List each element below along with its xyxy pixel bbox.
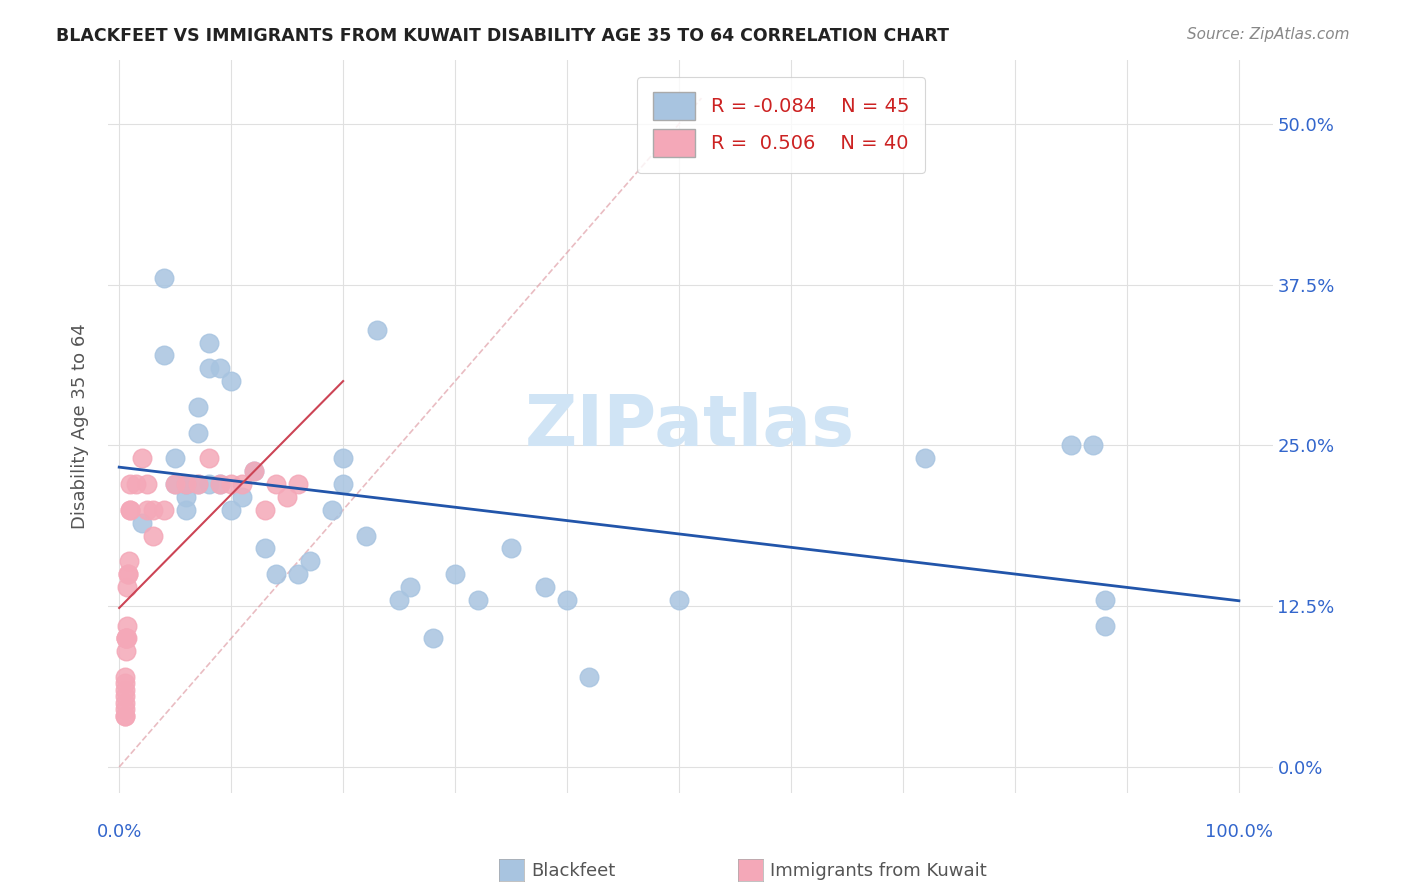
Point xyxy=(332,477,354,491)
Point xyxy=(115,644,138,658)
Point xyxy=(253,503,276,517)
Point xyxy=(136,477,159,491)
Point xyxy=(120,477,142,491)
Point xyxy=(219,477,242,491)
Point xyxy=(208,477,231,491)
Point xyxy=(115,632,138,646)
Point xyxy=(176,477,198,491)
Point xyxy=(501,541,523,556)
Point xyxy=(120,503,142,517)
Point xyxy=(131,516,153,530)
Point xyxy=(115,632,138,646)
Point xyxy=(287,477,309,491)
Point xyxy=(219,374,242,388)
Point xyxy=(231,490,253,504)
Text: Source: ZipAtlas.com: Source: ZipAtlas.com xyxy=(1187,27,1350,42)
Text: 0.0%: 0.0% xyxy=(97,823,142,841)
Point xyxy=(187,425,209,440)
Point xyxy=(208,477,231,491)
Point xyxy=(197,477,219,491)
Point xyxy=(115,580,138,594)
Point xyxy=(153,271,176,285)
Point xyxy=(187,477,209,491)
Text: 100.0%: 100.0% xyxy=(1205,823,1272,841)
Y-axis label: Disability Age 35 to 64: Disability Age 35 to 64 xyxy=(72,323,89,529)
Point xyxy=(242,464,264,478)
Text: Blackfeet: Blackfeet xyxy=(531,862,616,880)
Point xyxy=(136,503,159,517)
Point xyxy=(114,670,136,684)
Point xyxy=(354,528,377,542)
Point xyxy=(914,451,936,466)
Point xyxy=(117,567,139,582)
Point xyxy=(114,708,136,723)
Point xyxy=(208,361,231,376)
Text: BLACKFEET VS IMMIGRANTS FROM KUWAIT DISABILITY AGE 35 TO 64 CORRELATION CHART: BLACKFEET VS IMMIGRANTS FROM KUWAIT DISA… xyxy=(56,27,949,45)
Point xyxy=(242,464,264,478)
Point xyxy=(153,503,176,517)
Point xyxy=(176,503,198,517)
Point xyxy=(264,567,287,582)
Point xyxy=(125,477,148,491)
Point xyxy=(253,541,276,556)
Point xyxy=(142,528,165,542)
Point xyxy=(117,567,139,582)
Text: Immigrants from Kuwait: Immigrants from Kuwait xyxy=(770,862,987,880)
Point xyxy=(276,490,298,504)
Text: ZIPatlas: ZIPatlas xyxy=(526,392,855,460)
Point xyxy=(231,477,253,491)
Point xyxy=(165,477,187,491)
Point xyxy=(187,400,209,414)
Point xyxy=(187,477,209,491)
Point xyxy=(1060,438,1083,452)
Point xyxy=(176,477,198,491)
Point xyxy=(165,451,187,466)
Point xyxy=(115,618,138,632)
Point xyxy=(467,592,489,607)
Point xyxy=(197,361,219,376)
Point xyxy=(120,503,142,517)
Point xyxy=(114,702,136,716)
Point xyxy=(114,708,136,723)
Point xyxy=(321,503,343,517)
Point xyxy=(153,348,176,362)
Point xyxy=(444,567,467,582)
Point xyxy=(165,477,187,491)
Point xyxy=(176,490,198,504)
Point xyxy=(1094,592,1116,607)
Point xyxy=(366,323,388,337)
Point xyxy=(555,592,578,607)
Point xyxy=(298,554,321,568)
Point xyxy=(114,676,136,690)
Point xyxy=(399,580,422,594)
Point xyxy=(114,690,136,704)
Point xyxy=(142,503,165,517)
Point xyxy=(115,632,138,646)
Legend: R = -0.084    N = 45, R =  0.506    N = 40: R = -0.084 N = 45, R = 0.506 N = 40 xyxy=(637,77,925,172)
Point xyxy=(287,567,309,582)
Point xyxy=(668,592,690,607)
Point xyxy=(264,477,287,491)
Point xyxy=(131,451,153,466)
Point xyxy=(114,682,136,697)
Point xyxy=(578,670,600,684)
Point xyxy=(332,451,354,466)
Point xyxy=(1094,618,1116,632)
Point xyxy=(197,335,219,350)
Point xyxy=(388,592,411,607)
Point xyxy=(114,696,136,710)
Point xyxy=(197,451,219,466)
Point xyxy=(1083,438,1105,452)
Point xyxy=(422,632,444,646)
Point xyxy=(115,632,138,646)
Point xyxy=(219,503,242,517)
Point xyxy=(176,477,198,491)
Point xyxy=(118,554,141,568)
Point xyxy=(533,580,555,594)
